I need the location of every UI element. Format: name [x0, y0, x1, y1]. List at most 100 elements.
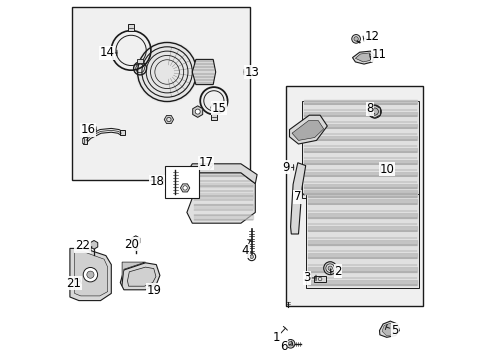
Polygon shape: [303, 190, 416, 194]
Polygon shape: [128, 24, 134, 31]
Polygon shape: [307, 273, 416, 278]
Polygon shape: [352, 51, 374, 64]
Text: 5: 5: [390, 324, 398, 337]
Polygon shape: [303, 172, 416, 176]
Text: 1: 1: [273, 331, 280, 344]
Polygon shape: [194, 172, 253, 176]
Polygon shape: [307, 192, 416, 197]
Text: 17: 17: [198, 156, 213, 169]
Polygon shape: [303, 118, 416, 122]
Circle shape: [249, 255, 253, 258]
Polygon shape: [307, 233, 416, 238]
Polygon shape: [303, 136, 416, 140]
Text: 11: 11: [371, 48, 386, 61]
Polygon shape: [307, 206, 416, 211]
Polygon shape: [307, 253, 416, 258]
Text: 21: 21: [66, 277, 81, 290]
Polygon shape: [307, 219, 416, 224]
Polygon shape: [303, 166, 416, 170]
Polygon shape: [192, 106, 202, 117]
Polygon shape: [355, 53, 371, 62]
Polygon shape: [303, 142, 416, 147]
Circle shape: [166, 117, 171, 122]
Polygon shape: [186, 173, 255, 223]
Bar: [305, 194, 418, 288]
Polygon shape: [90, 240, 98, 249]
Polygon shape: [120, 263, 160, 290]
Polygon shape: [122, 262, 145, 286]
Circle shape: [87, 271, 94, 278]
Text: 19: 19: [146, 284, 161, 297]
Polygon shape: [307, 226, 416, 231]
Polygon shape: [303, 112, 416, 116]
Text: 4: 4: [241, 244, 248, 257]
Bar: [211, 114, 216, 120]
Bar: [314, 276, 325, 282]
Circle shape: [285, 339, 294, 348]
Circle shape: [325, 264, 334, 273]
Polygon shape: [303, 154, 416, 158]
Polygon shape: [70, 248, 111, 301]
Polygon shape: [381, 323, 396, 336]
Polygon shape: [303, 106, 416, 111]
Polygon shape: [303, 160, 416, 165]
Text: 14: 14: [99, 46, 114, 59]
Circle shape: [323, 262, 336, 275]
Text: 7: 7: [293, 190, 301, 203]
Polygon shape: [131, 236, 140, 245]
Text: 2: 2: [334, 265, 341, 278]
Circle shape: [318, 277, 321, 281]
Bar: [165, 166, 199, 198]
Circle shape: [136, 41, 197, 103]
Circle shape: [288, 342, 292, 346]
Polygon shape: [379, 321, 399, 337]
Text: 6: 6: [280, 340, 287, 353]
Polygon shape: [75, 252, 107, 296]
Circle shape: [367, 105, 381, 118]
Circle shape: [195, 109, 200, 114]
Bar: [302, 101, 418, 198]
Text: 12: 12: [364, 30, 379, 43]
Text: 20: 20: [124, 238, 139, 251]
Polygon shape: [194, 204, 253, 208]
Polygon shape: [303, 124, 416, 129]
Polygon shape: [192, 59, 215, 85]
Bar: [81, 138, 84, 143]
Polygon shape: [291, 121, 323, 140]
Bar: [83, 137, 87, 144]
Text: 15: 15: [211, 102, 226, 114]
Circle shape: [327, 266, 332, 270]
Polygon shape: [127, 267, 156, 286]
Circle shape: [351, 35, 360, 43]
Polygon shape: [303, 130, 416, 134]
Bar: [72, 7, 249, 180]
Polygon shape: [303, 100, 416, 104]
Bar: [120, 130, 124, 135]
Polygon shape: [290, 163, 305, 234]
Circle shape: [353, 37, 358, 41]
Polygon shape: [194, 183, 253, 187]
Polygon shape: [307, 212, 416, 217]
Text: 8: 8: [366, 102, 373, 115]
Polygon shape: [186, 164, 257, 184]
Bar: [137, 59, 142, 63]
Circle shape: [83, 267, 98, 282]
Text: 13: 13: [244, 66, 259, 78]
Text: 3: 3: [303, 271, 310, 284]
Polygon shape: [194, 215, 253, 219]
Polygon shape: [303, 184, 416, 188]
Text: 16: 16: [80, 123, 95, 136]
Polygon shape: [289, 115, 326, 144]
Text: 10: 10: [379, 163, 393, 176]
Text: 9: 9: [282, 161, 289, 174]
Polygon shape: [194, 193, 253, 198]
Polygon shape: [303, 178, 416, 183]
Polygon shape: [180, 184, 189, 192]
Circle shape: [370, 108, 378, 115]
Polygon shape: [164, 116, 173, 123]
Polygon shape: [307, 199, 416, 204]
Polygon shape: [307, 260, 416, 265]
Polygon shape: [307, 246, 416, 251]
Text: 22: 22: [75, 239, 90, 252]
Polygon shape: [307, 280, 416, 285]
